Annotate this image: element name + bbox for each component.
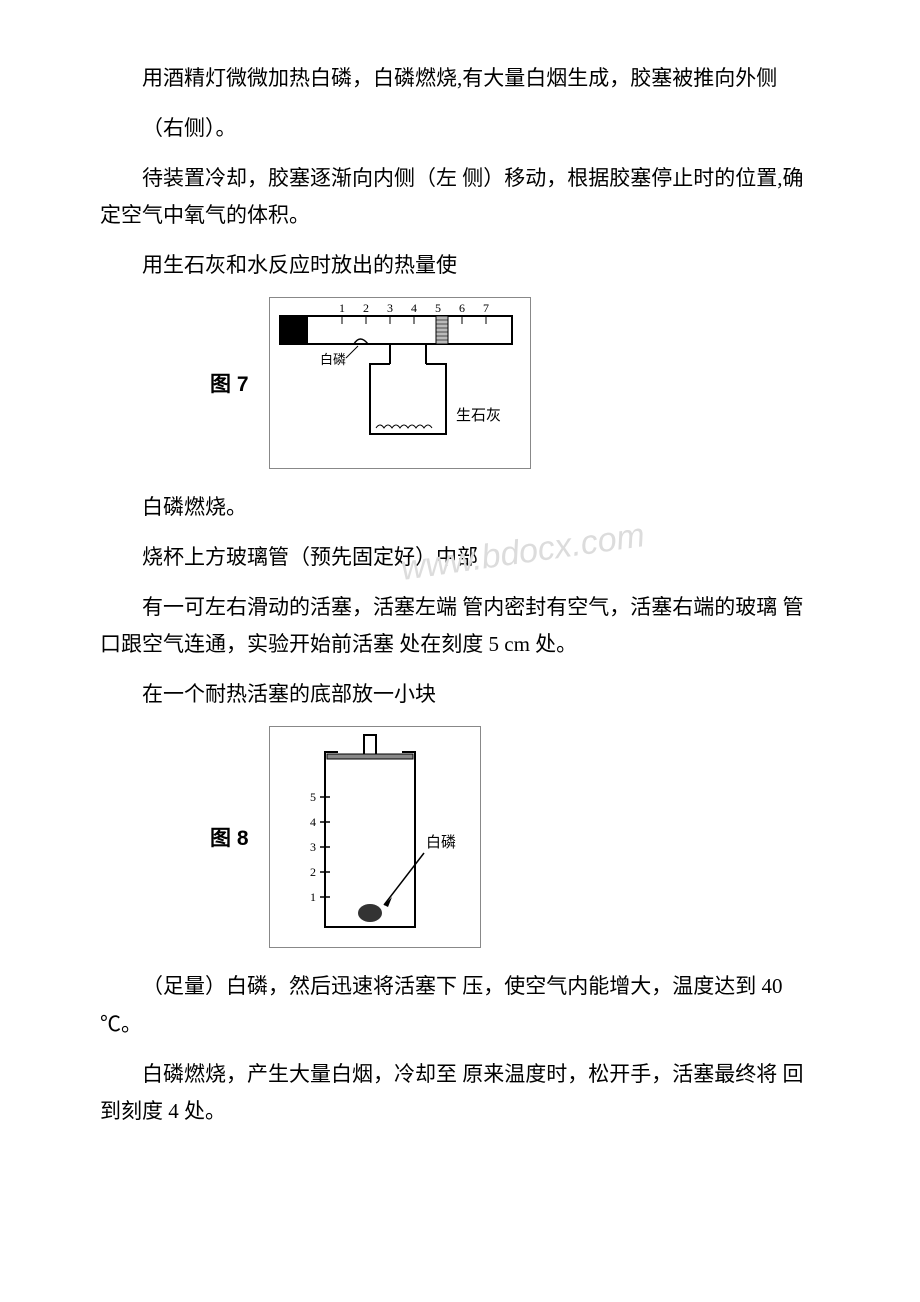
fig7-label-baiphos: 白磷 [320,352,346,367]
paragraph-2: （右侧）。 [100,110,820,148]
figure-7-row: 图 7 1 2 3 [100,297,820,469]
paragraph-10: 白磷燃烧，产生大量白烟，冷却至 原来温度时，松开手，活塞最终将 回到刻度 4 处… [100,1056,820,1132]
paragraph-4: 用生石灰和水反应时放出的热量使 [100,247,820,285]
figure-7-label: 图 7 [210,368,249,398]
fig8-tick-1: 1 [310,890,316,904]
fig7-tick-2: 2 [363,301,369,315]
fig7-tick-1: 1 [339,301,345,315]
figure-7-svg: 1 2 3 4 5 6 7 [270,298,530,463]
fig7-tick-6: 6 [459,301,465,315]
fig7-tick-3: 3 [387,301,393,315]
paragraph-3: 待装置冷却，胶塞逐渐向内侧（左 侧）移动，根据胶塞停止时的位置,确定空气中氧气的… [100,160,820,236]
fig7-tick-4: 4 [411,301,417,315]
fig8-label-baiphos: 白磷 [426,834,456,851]
fig8-tick-4: 4 [310,815,316,829]
figure-8-svg: 1 2 3 4 5 白磷 [270,727,480,942]
fig8-tick-2: 2 [310,865,316,879]
paragraph-7: 有一可左右滑动的活塞，活塞左端 管内密封有空气，活塞右端的玻璃 管口跟空气连通，… [100,589,820,665]
paragraph-8: 在一个耐热活塞的底部放一小块 [100,676,820,714]
fig8-tick-5: 5 [310,790,316,804]
fig7-tick-7: 7 [483,301,489,315]
paragraph-9: （足量）白磷，然后迅速将活塞下 压，使空气内能增大，温度达到 40 ℃。 [100,968,820,1044]
figure-8-label: 图 8 [210,822,249,852]
paragraph-6: 烧杯上方玻璃管（预先固定好）中部 [100,539,820,577]
fig7-tick-5: 5 [435,301,441,315]
figure-8-row: 图 8 [100,726,820,948]
figure-7-box: 1 2 3 4 5 6 7 [269,297,531,469]
paragraph-1: 用酒精灯微微加热白磷，白磷燃烧,有大量白烟生成，胶塞被推向外侧 [100,60,820,98]
watermark-wrap: www.bdocx.com 烧杯上方玻璃管（预先固定好）中部 [100,539,820,577]
document-body: 用酒精灯微微加热白磷，白磷燃烧,有大量白烟生成，胶塞被推向外侧 （右侧）。 待装… [100,60,820,1131]
paragraph-5: 白磷燃烧。 [100,489,820,527]
fig7-label-shengshihui: 生石灰 [456,407,501,424]
fig8-tick-3: 3 [310,840,316,854]
figure-8-box: 1 2 3 4 5 白磷 [269,726,481,948]
